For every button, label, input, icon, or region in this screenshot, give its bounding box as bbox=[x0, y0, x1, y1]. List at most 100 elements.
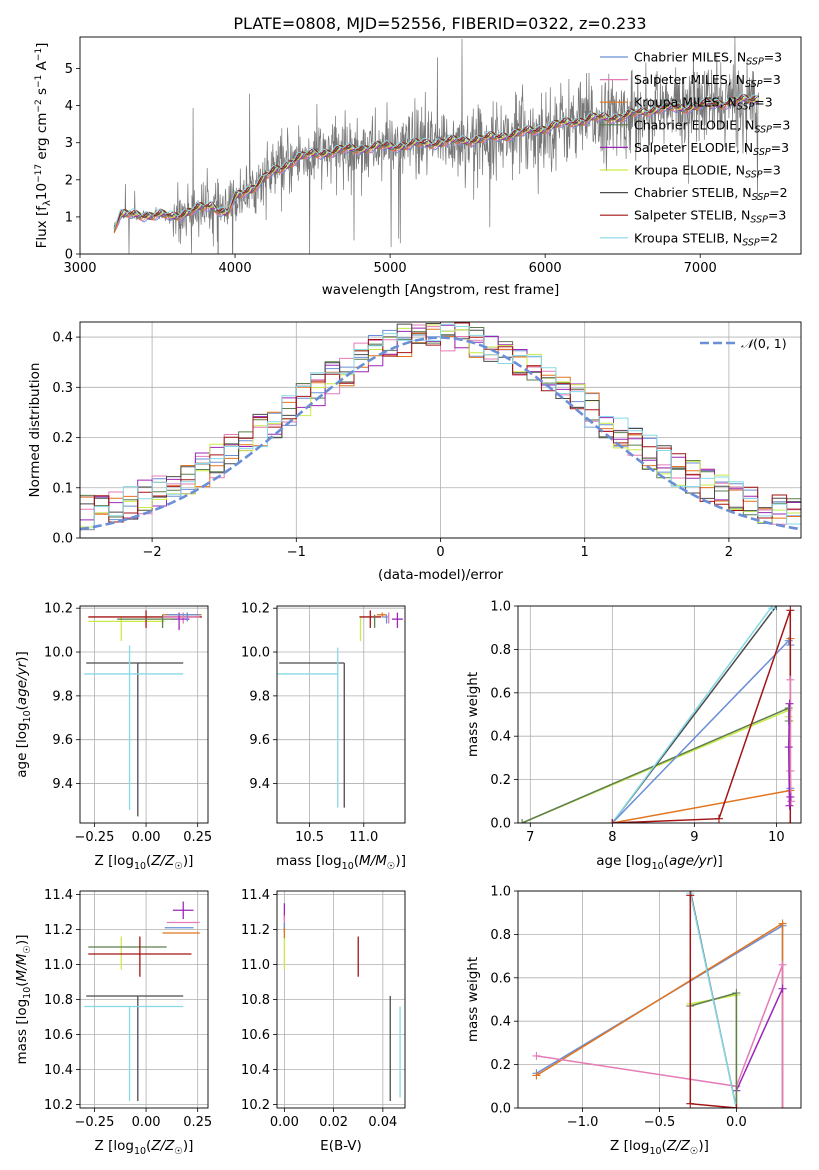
model-line-salpeter-stelib bbox=[113, 93, 760, 229]
y-axis-label: mass weight bbox=[465, 672, 481, 757]
weight-point-marker bbox=[786, 792, 795, 801]
axes-frame bbox=[79, 890, 209, 1109]
x-tick-label: 0.0 bbox=[726, 1115, 747, 1130]
errorbar-chabrier-elodie bbox=[117, 614, 175, 628]
axes-frame bbox=[276, 890, 406, 1109]
x-axis-label: Z [log10(Z/Z☉)] bbox=[95, 853, 194, 872]
y-tick-label: 0.4 bbox=[52, 331, 73, 346]
x-axis-label: wavelength [Angstrom, rest frame] bbox=[322, 282, 560, 298]
y-tick-label: 10.8 bbox=[44, 993, 73, 1008]
y-tick-label: 10.6 bbox=[241, 1028, 270, 1043]
weight-line bbox=[690, 992, 738, 1108]
weight-series-salpeter-miles bbox=[786, 675, 796, 806]
weight-point-marker bbox=[778, 1104, 787, 1108]
legend-label-subscript: SSP bbox=[742, 237, 760, 248]
y-tick-label: 0 bbox=[65, 248, 73, 263]
y-axis-label: mass weight bbox=[465, 957, 481, 1042]
x-axis-label: E(B-V) bbox=[320, 1138, 362, 1154]
y-tick-label: 10.0 bbox=[44, 646, 73, 661]
axes-frame bbox=[79, 605, 209, 824]
x-axis-label: Z [log10(Z/Z☉)] bbox=[95, 1138, 194, 1157]
legend-label-salpeter-stelib: Salpeter STELIB, NSSP=3 bbox=[634, 208, 786, 226]
plot-area bbox=[80, 322, 801, 538]
x-tick-label: 5000 bbox=[374, 261, 407, 276]
x-tick-label: 0.00 bbox=[270, 1115, 299, 1130]
histogram-kroupa-stelib bbox=[80, 323, 801, 538]
axes-frame bbox=[517, 890, 802, 1109]
weight-series-kroupa-stelib bbox=[686, 891, 741, 1108]
legend-label-suffix: =2 bbox=[769, 185, 787, 200]
legend-label-text: Salpeter MILES, N bbox=[634, 72, 745, 87]
y-tick-label: 11.0 bbox=[241, 958, 270, 973]
weight-line bbox=[689, 893, 738, 1108]
legend-label-text: Salpeter ELODIE, N bbox=[634, 140, 753, 155]
legend-label-salpeter-miles: Salpeter MILES, NSSP=3 bbox=[634, 72, 781, 90]
weight-series-kroupa-elodie bbox=[686, 991, 741, 1108]
legend-label-suffix: =3 bbox=[762, 72, 780, 87]
weight-point-marker bbox=[778, 984, 787, 993]
y-tick-label: 0.0 bbox=[490, 817, 511, 832]
legend-label-text: Kroupa ELODIE, N bbox=[634, 163, 745, 178]
x-tick-label: 7000 bbox=[684, 261, 717, 276]
legend-label-chabrier-miles: Chabrier MILES, NSSP=3 bbox=[634, 50, 782, 68]
y-tick-label: 0.6 bbox=[490, 971, 511, 986]
y-tick-label: 0.8 bbox=[490, 643, 511, 658]
weight-series-salpeter-elodie bbox=[784, 699, 795, 810]
errorbar-salpeter-stelib bbox=[88, 936, 192, 977]
legend-label-suffix: =3 bbox=[772, 117, 790, 132]
errorbar-kroupa-elodie bbox=[88, 616, 165, 642]
y-tick-label: 0.6 bbox=[490, 686, 511, 701]
legend-label-suffix: =3 bbox=[762, 163, 780, 178]
y-tick-label: 10.4 bbox=[241, 1063, 270, 1078]
x-axis-label: Z [log10(Z/Z☉)] bbox=[610, 1138, 709, 1157]
legend-label-subscript: SSP bbox=[737, 102, 755, 113]
y-tick-label: 11.2 bbox=[44, 923, 73, 938]
x-tick-label: 10 bbox=[768, 830, 785, 845]
y-tick-label: 10.4 bbox=[44, 1063, 73, 1078]
weight-point-marker bbox=[714, 814, 723, 823]
errorbar-kroupa-stelib bbox=[84, 1005, 184, 1101]
y-tick-label: 0.2 bbox=[490, 773, 511, 788]
axes-frame bbox=[79, 36, 802, 255]
y-tick-label: 4 bbox=[65, 99, 73, 114]
legend-label-subscript: SSP bbox=[745, 170, 763, 181]
weight-line bbox=[735, 988, 784, 1108]
x-tick-label: 11.0 bbox=[349, 830, 378, 845]
y-tick-label: 0.2 bbox=[52, 431, 73, 446]
errorbar-salpeter-elodie bbox=[391, 612, 403, 628]
model-line-chabrier-miles bbox=[113, 99, 759, 232]
x-tick-label: 0.00 bbox=[132, 1115, 161, 1130]
axes-frame bbox=[79, 321, 802, 539]
weight-point-marker bbox=[786, 675, 795, 684]
y-tick-label: 0.2 bbox=[490, 1058, 511, 1073]
legend-label-gaussian: 𝒩(0, 1) bbox=[741, 336, 787, 351]
mass-vs-ebv-plot: 0.00 0.02 0.04 10.2 10.4 10.6 10.8 11.0 11.2 11.4… bbox=[241, 888, 406, 1154]
legend-label-text: Chabrier ELODIE, N bbox=[634, 117, 754, 132]
plot-area bbox=[113, 37, 760, 254]
x-tick-label: −0.5 bbox=[644, 1115, 676, 1130]
y-tick-label: 9.6 bbox=[249, 733, 270, 748]
weight-point-marker bbox=[608, 819, 617, 823]
y-tick-label: 9.4 bbox=[249, 777, 270, 792]
y-tick-label: 5 bbox=[65, 62, 73, 77]
weight-series-chabrier-elodie bbox=[686, 988, 741, 1108]
spectrum-plot: 3000 4000 5000 6000 7000 0 1 2 3 4 5 wavelength [An… bbox=[34, 36, 802, 298]
axes-frame bbox=[276, 605, 406, 824]
legend-label-kroupa-stelib: Kroupa STELIB, NSSP=2 bbox=[634, 230, 778, 248]
legend-label-text: Kroupa STELIB, N bbox=[634, 230, 742, 245]
weight-vs-metallicity-plot: −1.0 −0.5 0.0 0.0 0.2 0.4 0.6 0.8 1.0 Z [log10(Z/… bbox=[465, 885, 802, 1157]
x-tick-label: 0.25 bbox=[183, 1115, 212, 1130]
x-tick-label: 7 bbox=[526, 830, 534, 845]
y-tick-label: 10.6 bbox=[44, 1028, 73, 1043]
weight-line bbox=[611, 606, 774, 823]
weight-point-marker bbox=[787, 797, 796, 806]
weight-line bbox=[789, 679, 792, 802]
weight-line bbox=[536, 964, 784, 1108]
legend-label-text: Chabrier STELIB, N bbox=[634, 185, 752, 200]
weight-series-chabrier-miles bbox=[608, 636, 795, 823]
legend-label-subscript: SSP bbox=[750, 215, 768, 226]
y-tick-label: 11.2 bbox=[241, 923, 270, 938]
weight-point-marker bbox=[686, 1099, 695, 1108]
legend-label-suffix: =3 bbox=[754, 95, 772, 110]
